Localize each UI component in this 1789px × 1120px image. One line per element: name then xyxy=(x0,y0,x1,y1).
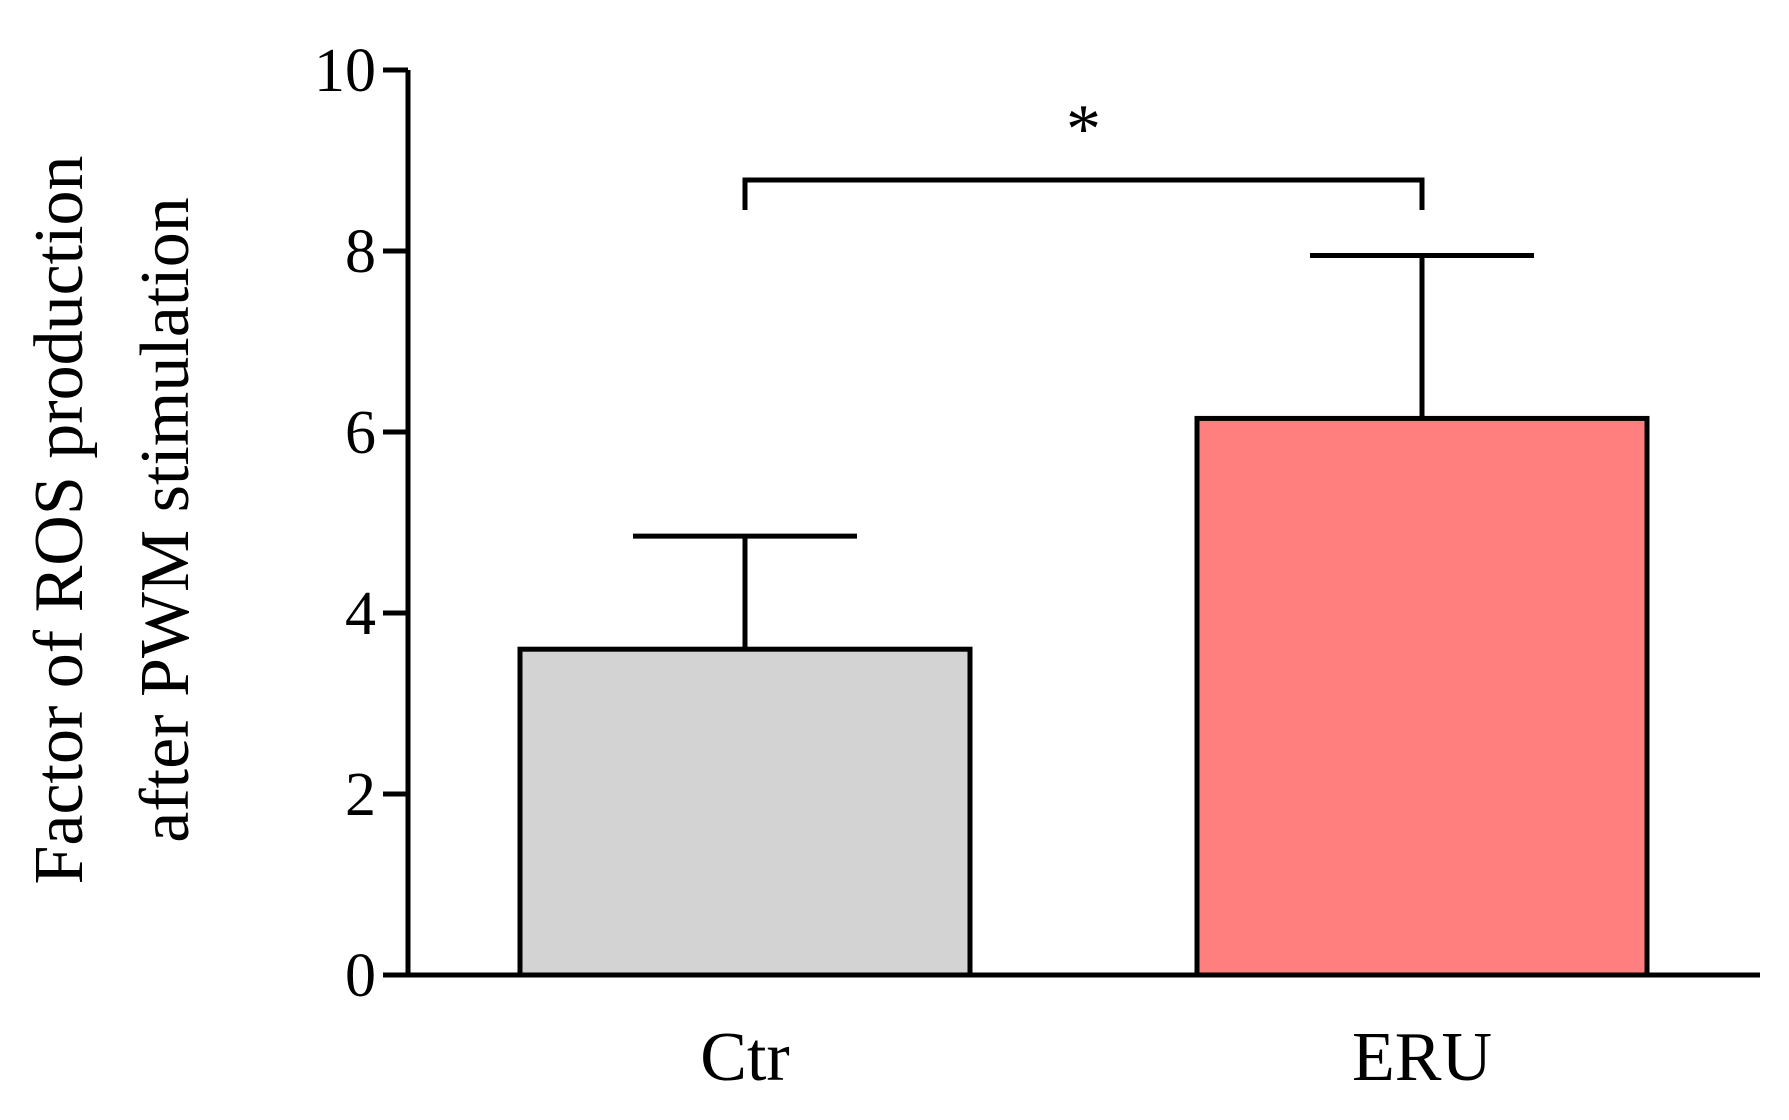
bars-group xyxy=(517,415,1650,978)
y-tick-label: 10 xyxy=(314,37,376,105)
x-label-ctr: Ctr xyxy=(700,1019,789,1096)
significance-group: * xyxy=(742,91,1425,210)
error-bars-group xyxy=(633,253,1534,650)
y-axis-title-line-1: Factor of ROS production xyxy=(21,155,98,884)
significance-asterisk: * xyxy=(1066,91,1101,168)
axes-group xyxy=(383,70,1760,978)
y-ticks-group: 0 2 4 6 8 10 xyxy=(314,37,408,1010)
y-axis-title-line-2: after PWM stimulation xyxy=(127,197,204,842)
significance-bracket xyxy=(742,177,1425,210)
y-tick-label: 6 xyxy=(345,399,376,467)
y-tick-label: 2 xyxy=(345,761,376,829)
y-tick-label: 4 xyxy=(345,580,376,648)
x-labels-group: Ctr ERU xyxy=(700,1019,1492,1096)
y-tick-label: 0 xyxy=(345,942,376,1010)
bar-ctr xyxy=(517,646,973,978)
y-tick-label: 8 xyxy=(345,218,376,286)
x-label-eru: ERU xyxy=(1352,1019,1492,1096)
bar-eru xyxy=(1194,415,1650,978)
